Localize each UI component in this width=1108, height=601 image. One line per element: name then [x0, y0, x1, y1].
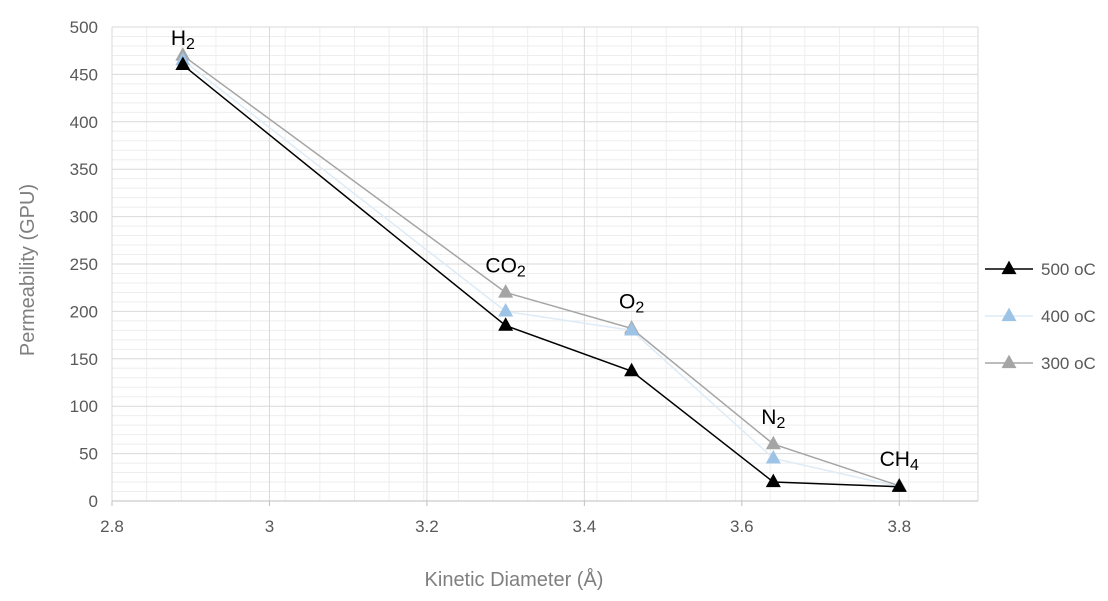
y-tick-label: 500	[70, 18, 98, 37]
legend: 500 oC 400 oC 300 oC	[985, 260, 1096, 373]
gas-labels: H2 CO2 O2 N2 CH4	[171, 27, 919, 474]
data-point-500-oc	[624, 362, 640, 377]
y-tick-label: 0	[89, 492, 98, 511]
gas-label: H2	[171, 27, 195, 53]
legend-marker	[1001, 307, 1017, 322]
y-tick-label: 50	[79, 445, 98, 464]
x-tick-label: 3.2	[415, 517, 439, 536]
legend-item-300-oc: 300 oC	[985, 354, 1096, 373]
gas-label: CO2	[485, 254, 526, 280]
data-point-400-oc	[765, 449, 781, 464]
series-line-500-oc	[182, 64, 900, 488]
y-tick-label: 300	[70, 208, 98, 227]
y-tick-label: 400	[70, 113, 98, 132]
legend-label: 500 oC	[1041, 260, 1096, 279]
legend-marker	[1001, 260, 1017, 275]
gas-label: O2	[619, 290, 644, 316]
y-tick-label: 450	[70, 65, 98, 84]
legend-item-500-oc: 500 oC	[985, 260, 1096, 279]
y-tick-label: 150	[70, 350, 98, 369]
gas-label: N2	[761, 406, 785, 432]
data-point-400-oc	[498, 303, 514, 317]
x-tick-label: 3	[265, 517, 274, 536]
x-tick-label: 3.8	[887, 517, 911, 536]
data-point-500-oc	[891, 478, 907, 492]
major-grid	[111, 26, 979, 501]
x-tick-label: 2.8	[100, 517, 124, 536]
data-point-400-oc	[624, 321, 640, 336]
legend-label: 300 oC	[1041, 354, 1096, 373]
legend-label: 400 oC	[1041, 307, 1096, 326]
series-line-300-oc	[182, 54, 900, 487]
data-point-500-oc	[498, 317, 514, 331]
legend-item-400-oc: 400 oC	[985, 307, 1096, 326]
data-point-500-oc	[765, 473, 781, 488]
y-tick-label: 100	[70, 397, 98, 416]
data-point-300-oc	[765, 435, 781, 450]
legend-marker	[1001, 354, 1017, 369]
x-tick-label: 3.6	[730, 517, 754, 536]
data-point-500-oc	[175, 56, 191, 71]
y-axis-title: Permeability (GPU)	[17, 184, 39, 356]
series-500-oc	[175, 56, 907, 492]
data-point-300-oc	[498, 284, 514, 298]
x-axis-title: Kinetic Diameter (Å)	[425, 568, 604, 591]
y-tick-label: 250	[70, 255, 98, 274]
series-layer	[175, 47, 907, 492]
x-tick-label: 3.4	[573, 517, 597, 536]
y-tick-label: 350	[70, 160, 98, 179]
x-axis: 2.8 3 3.2 3.4 3.6 3.8	[100, 500, 978, 536]
y-tick-label: 200	[70, 302, 98, 321]
y-axis: 0 50 100 150 200 250 300 350 400 450 500	[70, 18, 98, 511]
gas-label: CH4	[880, 448, 919, 474]
